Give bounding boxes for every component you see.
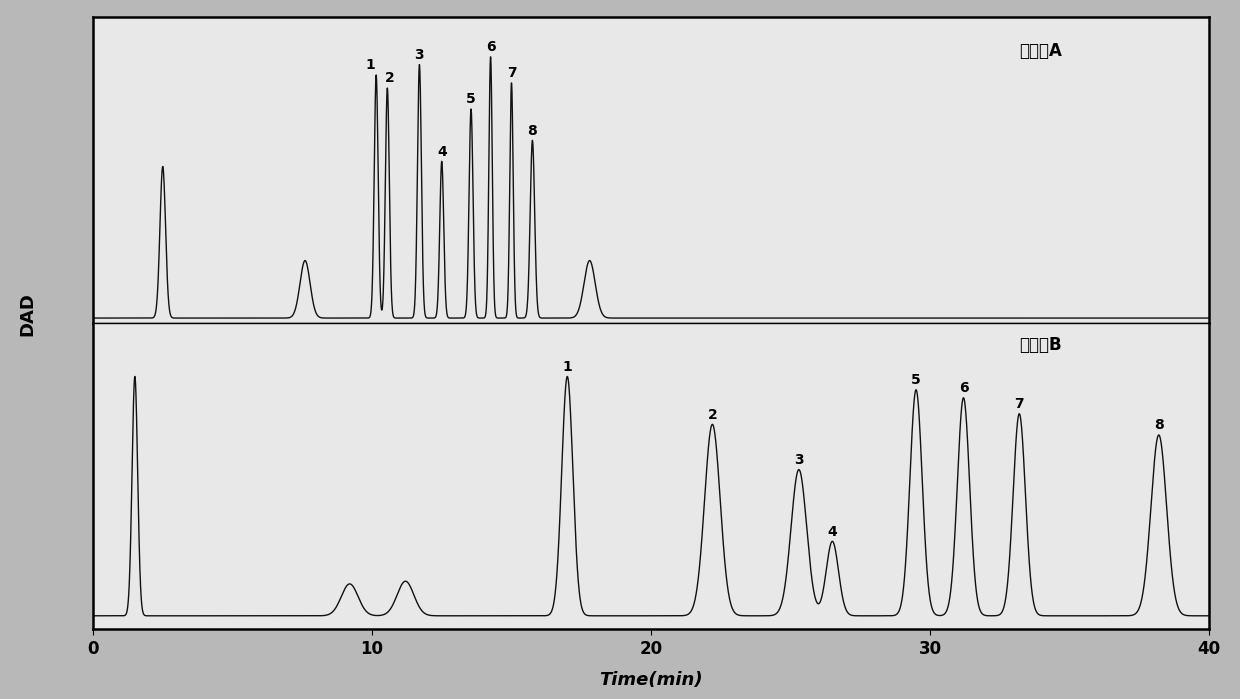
Text: 5: 5 (466, 92, 476, 106)
Text: DAD: DAD (19, 293, 36, 336)
Text: 2: 2 (386, 71, 396, 85)
Text: 色谱柳A: 色谱柳A (1019, 42, 1063, 60)
Text: 色谱柳B: 色谱柳B (1019, 336, 1061, 354)
Text: 1: 1 (365, 58, 374, 73)
Text: 1: 1 (563, 360, 572, 374)
Text: 2: 2 (708, 408, 717, 421)
Text: Time(min): Time(min) (599, 670, 703, 689)
Text: 6: 6 (959, 381, 968, 395)
Text: 7: 7 (507, 66, 516, 80)
Text: 3: 3 (414, 48, 424, 62)
Text: 7: 7 (1014, 397, 1024, 411)
Text: 6: 6 (486, 40, 496, 54)
Text: 8: 8 (1154, 418, 1163, 432)
Text: 4: 4 (827, 525, 837, 539)
Text: 4: 4 (436, 145, 446, 159)
Text: 8: 8 (527, 124, 537, 138)
Text: 5: 5 (911, 373, 921, 387)
Text: 3: 3 (794, 453, 804, 467)
